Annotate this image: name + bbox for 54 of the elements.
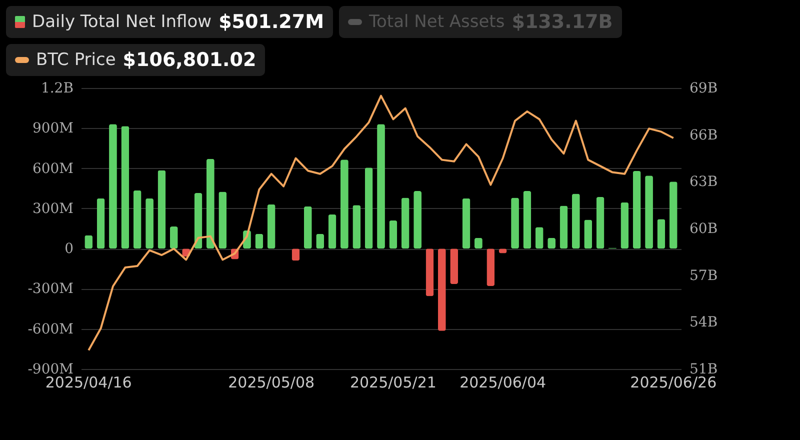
bar [389,220,398,249]
y2-tick-label: 60B [690,221,718,237]
bar [560,206,568,249]
bar [158,170,166,249]
bar [450,248,458,284]
bar [352,205,361,249]
bar [438,248,446,331]
y2-tick-label: 69B [690,80,718,96]
y-tick-label: 1.2B [40,80,74,96]
bar [170,226,178,249]
bar [96,198,105,249]
bar [316,234,324,249]
bar [535,227,544,249]
y-tick-label: 900M [32,120,74,137]
bar [669,182,678,249]
bar [206,158,214,249]
bar [267,204,276,249]
x-tick-label: 2025/05/21 [350,374,436,392]
bar [572,194,580,249]
bar [328,214,336,249]
legend-label: BTC Price [36,50,116,70]
bar [364,168,373,249]
bar [596,197,604,249]
bar [584,220,592,249]
bar [462,198,470,249]
y2-tick-label: 63B [690,174,718,190]
bar [121,126,130,249]
y-tick-label: 0 [64,241,74,258]
bar [657,219,666,249]
bar [486,248,495,286]
bar [523,191,532,249]
bar [401,198,410,249]
bar [414,191,422,249]
bar [133,190,142,249]
y-tick-label: -600M [28,321,74,338]
legend-label: Daily Total Net Inflow [32,12,212,32]
y2-tick-label: 66B [690,127,718,144]
text: $106,801.02 [122,49,256,71]
line-series [88,94,674,352]
bar [632,170,641,249]
y2-tick-label: 54B [690,314,718,331]
bar [426,248,434,296]
x-tick-label: 2025/05/08 [228,374,315,392]
x-tick-label: 2025/06/04 [460,374,546,392]
bar [255,234,264,249]
bar [620,202,629,249]
text: $501.27M [218,11,324,33]
y-tick-label: 300M [32,200,74,217]
bar [304,206,312,249]
y2-tick-label: 57B [690,268,718,284]
bar [340,160,348,249]
y-tick-label: 600M [32,160,74,177]
y-tick-label: -300M [28,281,74,298]
bar [218,192,227,249]
